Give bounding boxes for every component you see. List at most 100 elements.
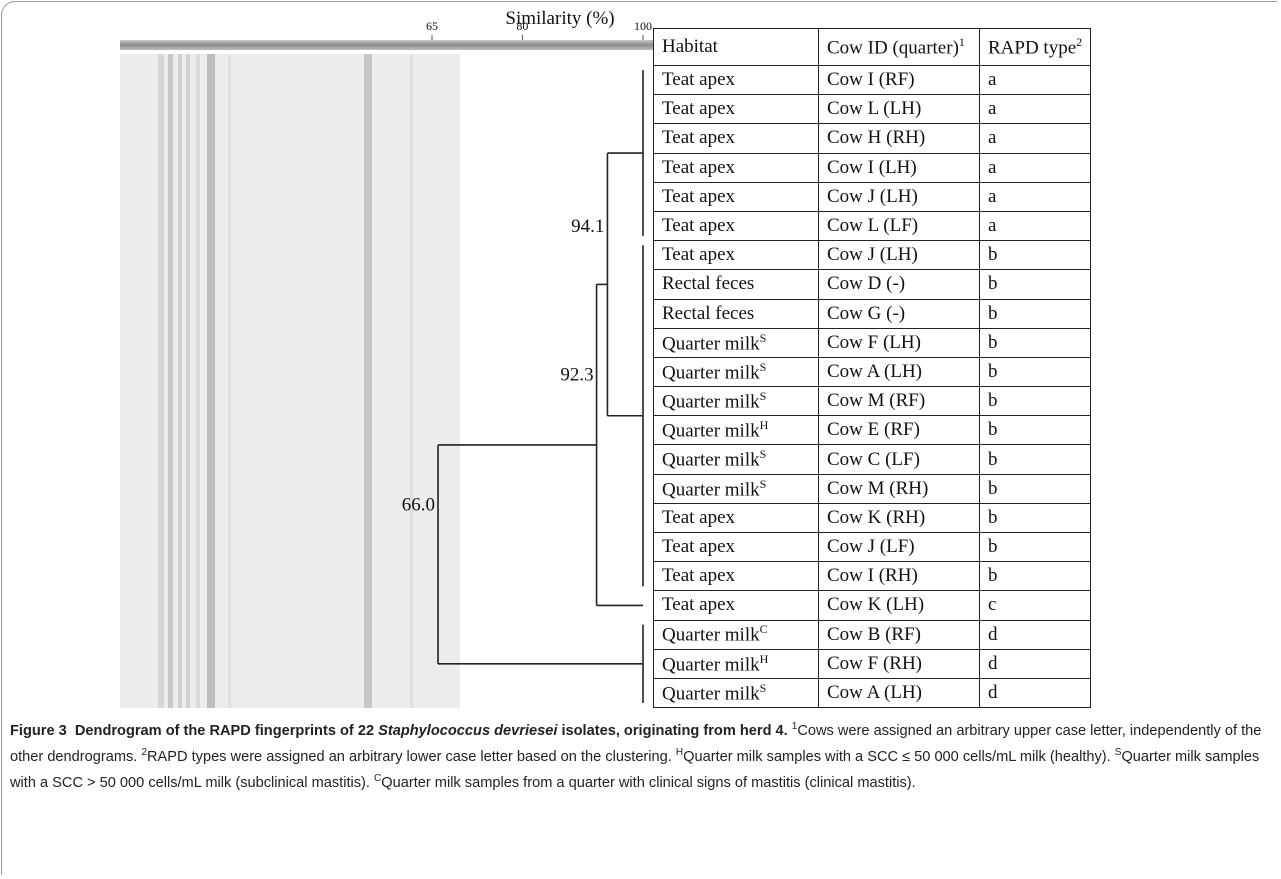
type-cell: b [980,270,1091,299]
header-cell: RAPD type2 [980,29,1091,66]
habitat: Quarter milk [662,450,760,471]
cow-id: Cow M (RF) [827,390,925,411]
cow-id: Cow J (LF) [827,536,915,557]
type-cell: b [980,533,1091,562]
rapd-type: a [988,215,996,236]
habitat-cell: Quarter milkH [654,649,819,678]
type-cell: b [980,387,1091,416]
header-text: Cow ID (quarter) [827,37,959,58]
table-row: Rectal fecesCow D (-)b [654,270,1091,299]
footnote-mark: 2 [1076,35,1082,49]
habitat: Quarter milk [662,625,760,646]
rapd-type: a [988,69,996,90]
habitat-cell: Teat apex [654,503,819,532]
caption-title: isolates, originating from herd 4. [561,723,787,739]
cow-cell: Cow J (LH) [819,241,980,270]
cow-cell: Cow G (-) [819,299,980,328]
rapd-type: b [988,244,998,265]
habitat-cell: Rectal feces [654,270,819,299]
habitat: Quarter milk [662,362,760,383]
isolate-table: Habitat Cow ID (quarter)1 RAPD type2 Tea… [653,28,1091,708]
header-text: RAPD type [988,37,1076,58]
node-label: 92.3 [560,365,593,386]
caption-title: Dendrogram of the RAPD fingerprints of 2… [75,723,374,739]
type-cell: b [980,241,1091,270]
footnote-mark: S [760,681,767,695]
rapd-type: a [988,127,996,148]
cow-cell: Cow I (RH) [819,562,980,591]
footnote-mark: S [760,389,767,403]
gel-image [120,54,460,708]
habitat-cell: Teat apex [654,562,819,591]
cow-id: Cow L (LF) [827,215,918,236]
type-cell: a [980,182,1091,211]
cow-cell: Cow C (LF) [819,445,980,474]
rapd-type: b [988,449,998,470]
footnote-mark: S [760,477,767,491]
habitat-cell: Quarter milkH [654,416,819,445]
habitat-cell: Teat apex [654,124,819,153]
node-label: 66.0 [402,495,435,516]
rapd-type: d [988,624,998,645]
type-cell: b [980,357,1091,386]
table-row: Teat apexCow J (LH)a [654,182,1091,211]
table-row: Teat apex Cow I (RH)b [654,562,1091,591]
footnote-text: Quarter milk samples with a SCC ≤ 50 000… [683,749,1111,765]
cow-id: Cow B (RF) [827,624,921,645]
type-cell: b [980,562,1091,591]
rapd-type: d [988,653,998,674]
habitat: Quarter milk [662,333,760,354]
table-row: Teat apex Cow L (LF) a [654,211,1091,240]
rapd-type: b [988,419,998,440]
cow-id: Cow I (LH) [827,157,917,178]
table-row: Rectal feces Cow G (-) b [654,299,1091,328]
habitat: Teat apex [662,215,735,236]
species-name: Staphylococcus devriesei [378,723,557,739]
habitat-cell: Teat apex [654,211,819,240]
cow-id: Cow C (LF) [827,449,920,470]
table-row: Teat apex Cow H (RH) a [654,124,1091,153]
header-text: Habitat [662,36,718,57]
cow-cell: Cow A (LH) [819,678,980,707]
rapd-type: a [988,186,996,207]
habitat: Teat apex [662,98,735,119]
x-tick-label: 100 [634,19,652,33]
cow-cell: Cow H (RH) [819,124,980,153]
habitat-cell: Quarter milkC [654,620,819,649]
habitat: Quarter milk [662,683,760,704]
x-tick-label: 80 [516,19,528,33]
cow-id: Cow K (LH) [827,594,924,615]
cow-id: Cow K (RH) [827,507,925,528]
habitat-cell: Teat apex [654,591,819,620]
habitat-cell: Rectal feces [654,299,819,328]
habitat-cell: Quarter milkS [654,387,819,416]
habitat: Teat apex [662,565,735,586]
table-row: Quarter milkH Cow E (RF) b [654,416,1091,445]
habitat: Teat apex [662,127,735,148]
habitat: Quarter milk [662,391,760,412]
page: {"figure": { "axis": {"title": "Similari… [0,0,1281,879]
footnote-mark: S [760,360,767,374]
type-cell: b [980,299,1091,328]
cow-id: Cow F (LH) [827,332,921,353]
cow-id: Cow E (RF) [827,419,920,440]
rapd-type: b [988,361,998,382]
cow-cell: Cow J (LH) [819,182,980,211]
header-cell: Habitat [654,29,819,66]
cow-cell: Cow L (LF) [819,211,980,240]
cow-cell: Cow F (RH) [819,649,980,678]
rapd-type: a [988,157,996,178]
rapd-type: b [988,478,998,499]
rapd-type: b [988,303,998,324]
habitat: Rectal feces [662,303,754,324]
type-cell: d [980,620,1091,649]
footnote-mark: H [760,418,769,432]
cow-cell: Cow B (RF) [819,620,980,649]
type-cell: b [980,416,1091,445]
